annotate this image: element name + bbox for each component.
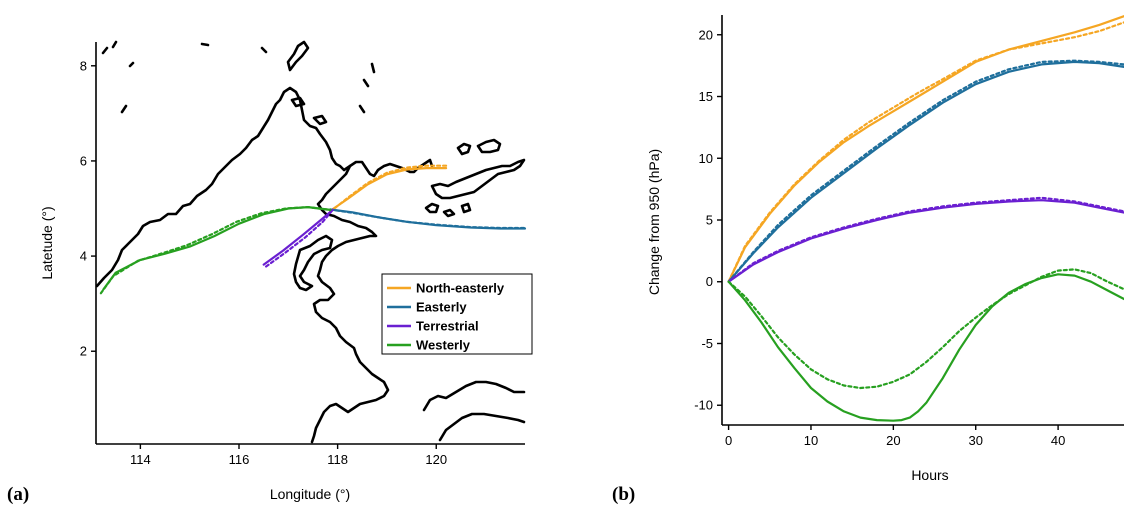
panel-a-xtick-label: 120 <box>425 452 447 467</box>
coastline-borneo-east <box>310 164 390 444</box>
panel-b-ytick-label: 20 <box>699 27 713 42</box>
coastline-island-2 <box>430 158 526 200</box>
panel-a-series-easterly-dotted <box>329 208 527 230</box>
panel-b-ytick-label: -10 <box>694 398 713 413</box>
panel-a-xtick-label: 114 <box>130 452 151 467</box>
coastline-southeast-2 <box>422 380 526 412</box>
panel-b-ytick-label: 5 <box>706 213 713 228</box>
coastline-island-3 <box>476 138 502 154</box>
panel-b-xtick-label: 0 <box>725 433 732 448</box>
panel-a-series-north-easterly-solid <box>329 167 448 212</box>
coastline-outlines <box>95 40 526 444</box>
panel-b-series <box>727 15 1124 422</box>
coastline-islet-row <box>424 202 472 218</box>
panel-b-chart: 0 10 20 30 40 -10 -5 0 5 10 15 20 Hours Change from… <box>612 15 1124 505</box>
legend-label-easterly: Easterly <box>416 300 467 315</box>
panel-a-ytick-label: 2 <box>80 344 87 359</box>
panel-a-ticks: 114 116 118 120 2 4 6 8 <box>80 58 447 467</box>
panel-b-xtick-label: 10 <box>804 433 818 448</box>
panel-b-series-north-easterly-dotted <box>727 21 1124 283</box>
coastline-north-islands <box>286 40 310 72</box>
panel-b-ytick-label: -5 <box>701 336 713 351</box>
panel-a-series-north-easterly-dotted <box>329 164 448 213</box>
coastline-islets-nw <box>101 40 376 126</box>
panel-b-series-terrestrial-dotted <box>727 196 1124 283</box>
panel-a-ytick-label: 8 <box>80 58 87 73</box>
panel-b-series-terrestrial-solid <box>727 199 1124 283</box>
panel-a-series-terrestrial-dotted <box>265 208 334 268</box>
panel-a-ytick-label: 6 <box>80 153 87 168</box>
panel-a-ylabel: Latetude (°) <box>39 206 55 279</box>
panel-a-map: 114 116 118 120 2 4 6 8 North-easterly Easterly T… <box>7 40 533 505</box>
panel-b-series-easterly-solid <box>727 60 1124 283</box>
panel-b-series-easterly-dotted <box>727 59 1124 283</box>
panel-a-series-westerly-solid <box>102 206 332 291</box>
panel-a-xtick-label: 116 <box>229 452 250 467</box>
panel-a-series-westerly-dotted <box>99 206 332 295</box>
panel-b-series-westerly-solid <box>727 273 1124 422</box>
coastline-island-1 <box>292 234 334 292</box>
panel-b-ticks: 0 10 20 30 40 -10 -5 0 5 10 15 20 <box>694 27 1065 448</box>
panel-b-ytick-label: 10 <box>699 151 713 166</box>
panel-a-xtick-label: 118 <box>327 452 348 467</box>
panel-b-label: (b) <box>612 484 635 505</box>
coastline-southeast <box>438 412 526 442</box>
legend-label-westerly: Westerly <box>416 338 471 353</box>
panel-a-label: (a) <box>7 484 29 505</box>
panel-a-legend: North-easterly Easterly Terrestrial Westerl… <box>381 273 533 355</box>
panel-b-xtick-label: 30 <box>968 433 982 448</box>
legend-label-terrestrial: Terrestrial <box>416 319 479 334</box>
panel-a-axes <box>95 42 525 445</box>
panel-b-series-westerly-dotted <box>727 268 1124 390</box>
panel-b-ylabel: Change from 950 (hPa) <box>646 149 662 295</box>
panel-a-trajectories <box>99 164 527 295</box>
panel-b-ytick-label: 15 <box>699 89 713 104</box>
coastline-borneo-west <box>95 86 434 288</box>
panel-b-series-north-easterly-solid <box>727 15 1124 283</box>
coastline-island-4 <box>456 142 472 156</box>
panel-a-ytick-label: 4 <box>80 249 87 264</box>
panel-a-series-terrestrial-solid <box>262 208 334 266</box>
panel-b-xtick-label: 20 <box>886 433 900 448</box>
panel-b-xlabel: Hours <box>911 467 948 483</box>
panel-b-ytick-label: 0 <box>706 274 713 289</box>
panel-a-xlabel: Longitude (°) <box>270 486 350 502</box>
legend-label-north-easterly: North-easterly <box>416 281 505 296</box>
panel-b-xtick-label: 40 <box>1051 433 1065 448</box>
